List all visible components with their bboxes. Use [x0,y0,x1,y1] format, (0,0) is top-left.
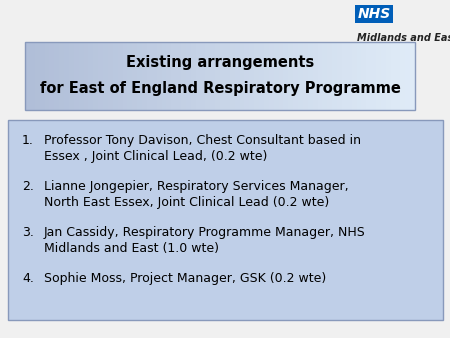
Bar [361,42,367,110]
Bar [40,42,45,110]
Bar [225,42,230,110]
Bar [308,42,313,110]
Bar [318,42,323,110]
Text: Sophie Moss, Project Manager, GSK (0.2 wte): Sophie Moss, Project Manager, GSK (0.2 w… [44,272,326,285]
Text: Midlands and East: Midlands and East [357,33,450,43]
Text: Existing arrangements: Existing arrangements [126,55,314,71]
Bar [166,42,172,110]
Bar [391,42,396,110]
Bar [332,42,338,110]
Bar [396,42,401,110]
Bar [171,42,176,110]
Bar [69,42,74,110]
Bar [137,42,143,110]
Bar [215,42,220,110]
Bar [25,42,31,110]
Bar [381,42,386,110]
Bar [54,42,59,110]
Bar [74,42,79,110]
Bar [249,42,255,110]
Bar [400,42,406,110]
Bar [284,42,289,110]
Bar [366,42,372,110]
Bar [342,42,347,110]
Bar [50,42,55,110]
FancyBboxPatch shape [355,5,393,23]
Bar [371,42,377,110]
Bar [205,42,211,110]
Text: Lianne Jongepier, Respiratory Services Manager,: Lianne Jongepier, Respiratory Services M… [44,180,349,193]
Bar [88,42,94,110]
Bar [259,42,265,110]
Bar [201,42,206,110]
Bar [35,42,40,110]
Text: for East of England Respiratory Programme: for East of England Respiratory Programm… [40,81,400,97]
Bar [244,42,250,110]
Bar [147,42,152,110]
Bar [210,42,216,110]
Bar [356,42,362,110]
Bar [176,42,181,110]
Bar [264,42,269,110]
Bar [64,42,69,110]
Text: Jan Cassidy, Respiratory Programme Manager, NHS: Jan Cassidy, Respiratory Programme Manag… [44,226,366,239]
Bar [181,42,186,110]
Bar [410,42,415,110]
Bar [191,42,196,110]
Bar [220,42,225,110]
Bar [142,42,148,110]
Bar [386,42,391,110]
Bar [337,42,342,110]
Bar [122,42,128,110]
Bar [132,42,138,110]
Text: North East Essex, Joint Clinical Lead (0.2 wte): North East Essex, Joint Clinical Lead (0… [44,196,329,209]
Bar [59,42,64,110]
Bar [303,42,308,110]
Bar [98,42,104,110]
Bar [30,42,35,110]
Bar [186,42,191,110]
Bar [239,42,245,110]
Bar [93,42,99,110]
Bar [254,42,260,110]
Text: Professor Tony Davison, Chest Consultant based in: Professor Tony Davison, Chest Consultant… [44,134,361,147]
Bar [279,42,284,110]
Bar [45,42,50,110]
Bar [298,42,303,110]
Bar [327,42,333,110]
Bar [127,42,133,110]
Text: 3.: 3. [22,226,34,239]
Bar [288,42,293,110]
Bar [162,42,167,110]
Bar [293,42,298,110]
Bar [108,42,113,110]
Bar [113,42,118,110]
Text: Midlands and East (1.0 wte): Midlands and East (1.0 wte) [44,242,219,255]
Text: 4.: 4. [22,272,34,285]
Bar [230,42,235,110]
Bar [152,42,157,110]
Bar [196,42,201,110]
Bar [405,42,410,110]
FancyBboxPatch shape [8,120,443,320]
Bar [351,42,357,110]
Bar [117,42,123,110]
Bar [347,42,352,110]
Bar [157,42,162,110]
Bar [84,42,89,110]
Bar [313,42,318,110]
Bar [103,42,108,110]
Text: NHS: NHS [357,7,391,21]
Bar [274,42,279,110]
Bar [376,42,382,110]
Text: 2.: 2. [22,180,34,193]
Text: 1.: 1. [22,134,34,147]
Bar [79,42,84,110]
Bar [269,42,274,110]
Bar [234,42,240,110]
Bar [322,42,328,110]
Text: Essex , Joint Clinical Lead, (0.2 wte): Essex , Joint Clinical Lead, (0.2 wte) [44,150,267,163]
